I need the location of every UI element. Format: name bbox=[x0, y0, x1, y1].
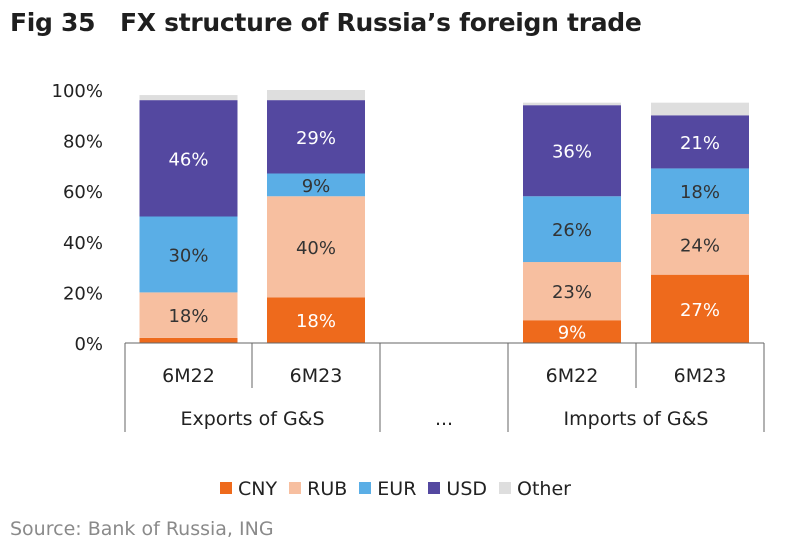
y-tick-label: 0% bbox=[74, 334, 103, 355]
legend-item-cny: CNY bbox=[220, 478, 277, 500]
legend-item-other: Other bbox=[499, 478, 571, 500]
legend: CNY RUB EUR USD Other bbox=[0, 478, 791, 500]
legend-item-eur: EUR bbox=[359, 478, 416, 500]
bar-segment-cny bbox=[523, 320, 621, 343]
data-label: 36% bbox=[552, 142, 592, 163]
data-label: 26% bbox=[552, 220, 592, 241]
bar-segment-rub bbox=[523, 262, 621, 321]
bar-segment-cny bbox=[139, 337, 238, 343]
chart-title: Fig 35 FX structure of Russia’s foreign t… bbox=[10, 8, 642, 37]
data-label: 9% bbox=[302, 176, 331, 197]
bar-segment-eur bbox=[651, 168, 749, 214]
figure-label: Fig 35 bbox=[10, 8, 96, 37]
data-label: 18% bbox=[168, 306, 208, 327]
bar-segment-eur bbox=[523, 196, 621, 263]
legend-swatch bbox=[428, 482, 441, 494]
legend-label: CNY bbox=[238, 478, 278, 500]
bar-segment-usd bbox=[267, 100, 365, 174]
bar-segment-usd bbox=[651, 115, 749, 169]
bar-segment-rub bbox=[139, 292, 238, 338]
bar-segment-other bbox=[267, 90, 365, 101]
group-label: ... bbox=[435, 408, 453, 430]
legend-swatch bbox=[499, 482, 512, 494]
y-tick-label: 40% bbox=[63, 233, 103, 254]
bar-segment-eur bbox=[139, 216, 238, 293]
data-label: 18% bbox=[296, 311, 336, 332]
data-label: 18% bbox=[680, 182, 720, 203]
y-tick-label: 100% bbox=[52, 81, 103, 102]
bar-segment-other bbox=[523, 102, 621, 106]
bar-segment-other bbox=[139, 95, 238, 101]
bar-segment-cny bbox=[651, 274, 749, 343]
data-label: 46% bbox=[168, 149, 208, 170]
category-label: 6M23 bbox=[290, 365, 343, 387]
data-label: 30% bbox=[168, 245, 208, 266]
legend-label: USD bbox=[446, 478, 488, 500]
data-label: 24% bbox=[680, 235, 720, 256]
legend-label: RUB bbox=[307, 478, 348, 500]
data-label: 27% bbox=[680, 300, 720, 321]
bar-segment-cny bbox=[267, 297, 365, 343]
group-label: Imports of G&S bbox=[564, 408, 709, 430]
legend-swatch bbox=[359, 482, 372, 494]
category-label: 6M22 bbox=[546, 365, 599, 387]
y-tick-label: 60% bbox=[63, 182, 103, 203]
bar-segment-eur bbox=[267, 173, 365, 197]
bar-segment-other bbox=[651, 102, 749, 116]
legend-label: Other bbox=[517, 478, 571, 500]
category-label: 6M22 bbox=[162, 365, 215, 387]
data-label: 29% bbox=[296, 128, 336, 149]
legend-item-usd: USD bbox=[428, 478, 487, 500]
y-tick-label: 20% bbox=[63, 283, 103, 304]
data-label: 40% bbox=[296, 238, 336, 259]
source-note: Source: Bank of Russia, ING bbox=[10, 518, 274, 540]
data-label: 21% bbox=[680, 133, 720, 154]
bar-segment-usd bbox=[523, 105, 621, 197]
legend-swatch bbox=[289, 482, 302, 494]
data-label: 23% bbox=[552, 282, 592, 303]
data-label: 9% bbox=[558, 323, 587, 344]
category-label: 6M23 bbox=[674, 365, 727, 387]
title-text: FX structure of Russia’s foreign trade bbox=[120, 8, 642, 37]
stacked-bar-chart: 0% 20% 40% 60% 80% 100% 18% 30% 46% 18% 40% 9% 29% 9%… bbox=[52, 81, 765, 432]
bar-segment-usd bbox=[139, 100, 238, 217]
legend-item-rub: RUB bbox=[289, 478, 347, 500]
group-label: Exports of G&S bbox=[180, 408, 324, 430]
legend-label: EUR bbox=[377, 478, 417, 500]
legend-swatch bbox=[220, 482, 233, 494]
y-tick-label: 80% bbox=[63, 132, 103, 153]
bar-segment-rub bbox=[651, 213, 749, 275]
bar-segment-rub bbox=[267, 196, 365, 298]
